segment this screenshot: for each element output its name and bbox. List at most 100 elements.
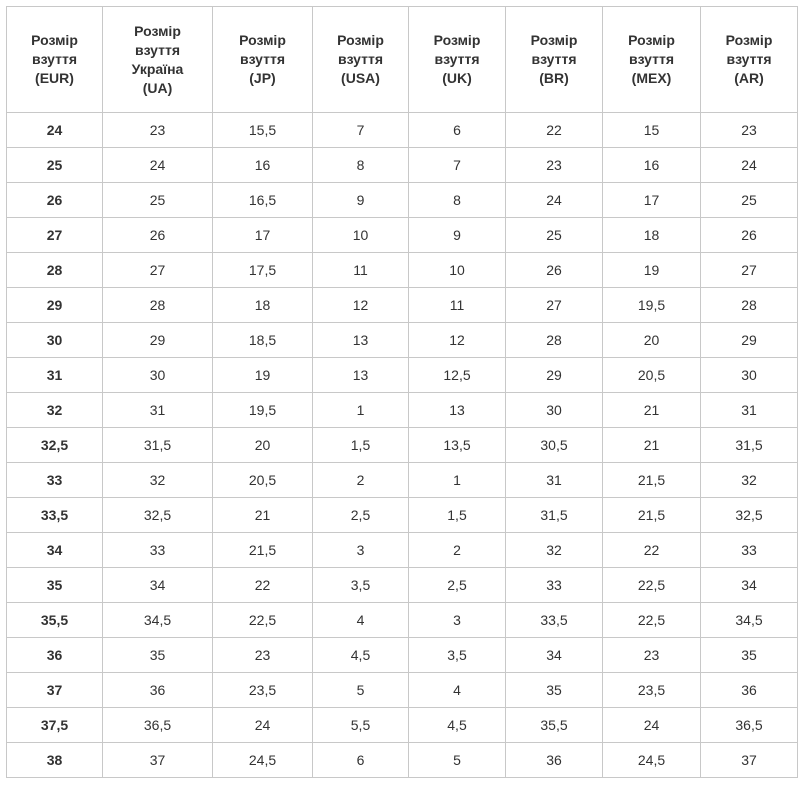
size-cell: 22,5 [602,567,701,603]
size-cell: 20,5 [602,357,701,393]
size-cell: 25 [700,182,798,218]
header-text: (USA) [341,70,380,86]
size-cell: 2 [312,462,409,498]
size-cell: 32 [505,532,603,568]
size-cell: 23 [602,637,701,673]
header-text: взуття [726,51,772,67]
size-cell: 21 [602,427,701,463]
size-cell: 22,5 [212,602,313,638]
size-cell: 34,5 [700,602,798,638]
size-cell: 37 [700,742,798,778]
table-body: 24 23 15,5 7 6 22 15 23 25 24 16 8 7 23 16 24 26 25 16,5 9 8… [6,112,798,778]
size-cell: 18 [212,287,313,323]
size-cell: 3 [408,602,506,638]
eur-size-cell: 30 [6,322,103,358]
size-cell: 24,5 [602,742,701,778]
size-cell: 28 [700,287,798,323]
size-cell: 19 [602,252,701,288]
size-cell: 33 [505,567,603,603]
size-cell: 3,5 [312,567,409,603]
size-cell: 25 [505,217,603,253]
size-cell: 20 [602,322,701,358]
size-cell: 20,5 [212,462,313,498]
header-cell: Розмір взуття (USA) [312,6,409,113]
size-cell: 6 [408,112,506,148]
header-text: (UA) [142,79,173,96]
size-cell: 12 [312,287,409,323]
size-cell: 31,5 [102,427,213,463]
size-cell: 5,5 [312,707,409,743]
size-cell: 33 [102,532,213,568]
size-cell: 22 [602,532,701,568]
size-cell: 37 [102,742,213,778]
size-cell: 19 [212,357,313,393]
size-cell: 35 [102,637,213,673]
size-cell: 36,5 [700,707,798,743]
size-cell: 30 [505,392,603,428]
header-text: (EUR) [35,70,74,86]
header-text: взуття [239,51,286,67]
size-cell: 22,5 [602,602,701,638]
header-text: Розмір [134,22,181,39]
size-cell: 16 [602,147,701,183]
header-text: Україна [131,60,184,77]
size-cell: 23,5 [602,672,701,708]
eur-size-cell: 35 [6,567,103,603]
size-cell: 2,5 [312,497,409,533]
table-row: 37,5 36,5 24 5,5 4,5 35,5 24 36,5 [6,707,798,743]
header-text: Розмір [530,32,578,48]
size-cell: 30,5 [505,427,603,463]
eur-size-cell: 35,5 [6,602,103,638]
size-cell: 12,5 [408,357,506,393]
size-cell: 21 [212,497,313,533]
size-cell: 17,5 [212,252,313,288]
size-cell: 19,5 [602,287,701,323]
size-cell: 31 [102,392,213,428]
size-cell: 32,5 [700,497,798,533]
size-cell: 23 [505,147,603,183]
table-row: 34 33 21,5 3 2 32 22 33 [6,532,798,568]
table-row: 24 23 15,5 7 6 22 15 23 [6,112,798,148]
size-cell: 13,5 [408,427,506,463]
size-cell: 32 [700,462,798,498]
size-cell: 33 [700,532,798,568]
eur-size-cell: 25 [6,147,103,183]
eur-size-cell: 27 [6,217,103,253]
size-cell: 26 [505,252,603,288]
size-cell: 11 [312,252,409,288]
size-cell: 20 [212,427,313,463]
size-cell: 35 [505,672,603,708]
size-cell: 4,5 [408,707,506,743]
eur-size-cell: 31 [6,357,103,393]
size-cell: 13 [312,357,409,393]
size-cell: 8 [408,182,506,218]
size-cell: 9 [312,182,409,218]
table-row: 38 37 24,5 6 5 36 24,5 37 [6,742,798,778]
size-cell: 32,5 [102,497,213,533]
size-cell: 1 [312,392,409,428]
eur-size-cell: 38 [6,742,103,778]
eur-size-cell: 33,5 [6,497,103,533]
eur-size-cell: 33 [6,462,103,498]
header-cell: Розмір взуття (AR) [700,6,798,113]
eur-size-cell: 37,5 [6,707,103,743]
table-row: 32 31 19,5 1 13 30 21 31 [6,392,798,428]
size-cell: 3 [312,532,409,568]
eur-size-cell: 24 [6,112,103,148]
eur-size-cell: 36 [6,637,103,673]
size-cell: 3,5 [408,637,506,673]
size-cell: 29 [505,357,603,393]
size-cell: 13 [408,392,506,428]
table-row: 30 29 18,5 13 12 28 20 29 [6,322,798,358]
size-cell: 26 [700,217,798,253]
size-cell: 35,5 [505,707,603,743]
size-cell: 25 [102,182,213,218]
header-text: взуття [434,51,480,67]
header-cell: Розмір взуття Україна (UA) [102,6,213,113]
table-row: 35,5 34,5 22,5 4 3 33,5 22,5 34,5 [6,602,798,638]
size-cell: 4 [312,602,409,638]
table-row: 37 36 23,5 5 4 35 23,5 36 [6,672,798,708]
size-cell: 33,5 [505,602,603,638]
size-cell: 27 [505,287,603,323]
header-cell: Розмір взуття (JP) [212,6,313,113]
